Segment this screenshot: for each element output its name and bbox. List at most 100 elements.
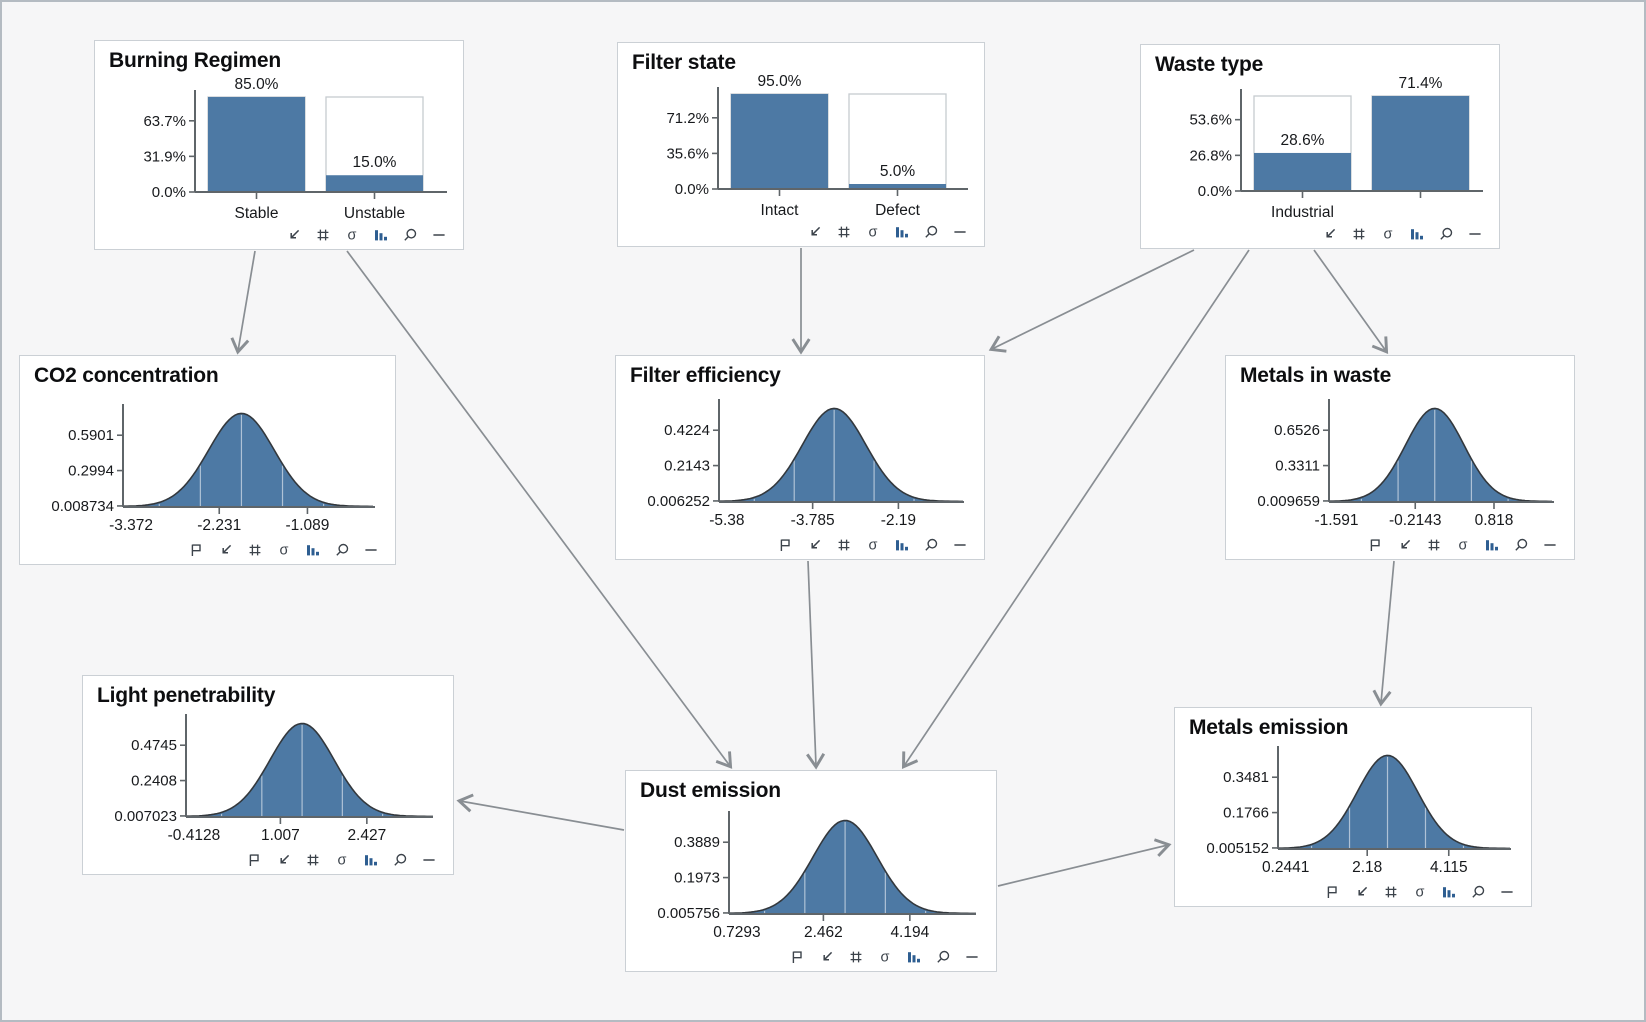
node-metals-in-waste[interactable]: Metals in waste 0.009659 0.3311 0.6526 -1.59… <box>1225 355 1575 560</box>
node-title: Light penetrability <box>97 684 276 707</box>
node-title: Filter state <box>632 51 736 74</box>
collapse-icon[interactable] <box>1397 537 1413 553</box>
flag-icon[interactable] <box>778 537 794 553</box>
barchart-icon[interactable] <box>1409 226 1425 242</box>
svg-text:0.0%: 0.0% <box>1198 183 1232 200</box>
svg-text:0.006252: 0.006252 <box>647 493 710 510</box>
barchart-icon[interactable] <box>373 227 389 243</box>
grid-icon[interactable] <box>305 852 321 868</box>
collapse-icon[interactable] <box>1322 226 1338 242</box>
svg-text:0.6526: 0.6526 <box>1274 422 1320 439</box>
grid-icon[interactable] <box>1426 537 1442 553</box>
zoom-icon[interactable] <box>334 542 350 558</box>
sigma-icon[interactable]: σ <box>865 537 881 553</box>
svg-text:0.818: 0.818 <box>1475 512 1514 529</box>
svg-text:95.0%: 95.0% <box>758 73 802 90</box>
barchart-icon[interactable] <box>894 537 910 553</box>
minus-icon[interactable] <box>431 227 447 243</box>
svg-text:-0.2143: -0.2143 <box>1389 512 1442 529</box>
grid-icon[interactable] <box>247 542 263 558</box>
collapse-icon[interactable] <box>819 949 835 965</box>
svg-text:0.0%: 0.0% <box>152 184 186 201</box>
barchart-icon[interactable] <box>1484 537 1500 553</box>
grid-icon[interactable] <box>848 949 864 965</box>
zoom-icon[interactable] <box>1513 537 1529 553</box>
svg-text:0.0%: 0.0% <box>675 181 709 198</box>
svg-text:15.0%: 15.0% <box>353 154 397 171</box>
flag-icon[interactable] <box>189 542 205 558</box>
zoom-icon[interactable] <box>935 949 951 965</box>
node-title: Waste type <box>1155 53 1264 76</box>
node-filter-state[interactable]: Filter state 0.0% 35.6% 71.2% 95.0% Intact 5.0… <box>617 42 985 247</box>
barchart-icon[interactable] <box>906 949 922 965</box>
collapse-icon[interactable] <box>807 537 823 553</box>
svg-text:σ: σ <box>280 543 289 558</box>
node-chart: 0.005152 0.1766 0.3481 0.2441 2.18 4.115 <box>1206 746 1511 876</box>
minus-icon[interactable] <box>952 537 968 553</box>
svg-text:0.2408: 0.2408 <box>131 773 177 790</box>
node-chart: 0.008734 0.2994 0.5901 -3.372 -2.231 -1.089 <box>51 404 375 534</box>
svg-text:0.2441: 0.2441 <box>1262 859 1309 876</box>
svg-text:σ: σ <box>338 853 347 868</box>
grid-icon[interactable] <box>1383 884 1399 900</box>
svg-text:71.4%: 71.4% <box>1399 75 1443 92</box>
collapse-icon[interactable] <box>807 224 823 240</box>
flag-icon[interactable] <box>1368 537 1384 553</box>
barchart-icon[interactable] <box>363 852 379 868</box>
barchart-icon[interactable] <box>1441 884 1457 900</box>
svg-text:-2.19: -2.19 <box>881 512 916 529</box>
sigma-icon[interactable]: σ <box>344 227 360 243</box>
flag-icon[interactable] <box>790 949 806 965</box>
zoom-icon[interactable] <box>402 227 418 243</box>
svg-text:0.1766: 0.1766 <box>1223 805 1269 822</box>
zoom-icon[interactable] <box>923 537 939 553</box>
node-co2-concentration[interactable]: CO2 concentration 0.008734 0.2994 0.5901 -3.… <box>19 355 396 565</box>
node-title: Filter efficiency <box>630 364 781 387</box>
collapse-icon[interactable] <box>276 852 292 868</box>
flag-icon[interactable] <box>247 852 263 868</box>
sigma-icon[interactable]: σ <box>276 542 292 558</box>
edge-burning-regimen-to-co2-concentration <box>230 250 256 355</box>
sigma-icon[interactable]: σ <box>1455 537 1471 553</box>
svg-text:26.8%: 26.8% <box>1189 147 1232 164</box>
zoom-icon[interactable] <box>1470 884 1486 900</box>
barchart-icon[interactable] <box>305 542 321 558</box>
minus-icon[interactable] <box>1499 884 1515 900</box>
node-toolbar: σ <box>790 949 980 965</box>
minus-icon[interactable] <box>363 542 379 558</box>
svg-text:Unstable: Unstable <box>344 205 405 222</box>
node-light-penetrability[interactable]: Light penetrability 0.007023 0.2408 0.4745 -… <box>82 675 454 875</box>
barchart-icon[interactable] <box>894 224 910 240</box>
sigma-icon[interactable]: σ <box>877 949 893 965</box>
sigma-icon[interactable]: σ <box>334 852 350 868</box>
minus-icon[interactable] <box>964 949 980 965</box>
node-filter-efficiency[interactable]: Filter efficiency 0.006252 0.2143 0.4224 -5.… <box>615 355 985 560</box>
edge-waste-type-to-filter-efficiency <box>988 249 1195 353</box>
zoom-icon[interactable] <box>923 224 939 240</box>
node-burning-regimen[interactable]: Burning Regimen 0.0% 31.9% 63.7% 85.0% Stable… <box>94 40 464 250</box>
zoom-icon[interactable] <box>1438 226 1454 242</box>
grid-icon[interactable] <box>1351 226 1367 242</box>
grid-icon[interactable] <box>836 537 852 553</box>
node-metals-emission[interactable]: Metals emission 0.005152 0.1766 0.3481 0.244… <box>1174 707 1532 907</box>
flag-icon[interactable] <box>1325 884 1341 900</box>
collapse-icon[interactable] <box>1354 884 1370 900</box>
collapse-icon[interactable] <box>286 227 302 243</box>
minus-icon[interactable] <box>421 852 437 868</box>
collapse-icon[interactable] <box>218 542 234 558</box>
minus-icon[interactable] <box>1542 537 1558 553</box>
grid-icon[interactable] <box>836 224 852 240</box>
grid-icon[interactable] <box>315 227 331 243</box>
sigma-icon[interactable]: σ <box>1412 884 1428 900</box>
node-dust-emission[interactable]: Dust emission 0.005756 0.1973 0.3889 0.7293 2… <box>625 770 997 972</box>
minus-icon[interactable] <box>952 224 968 240</box>
node-toolbar: σ <box>1322 226 1483 242</box>
sigma-icon[interactable]: σ <box>1380 226 1396 242</box>
node-waste-type[interactable]: Waste type 0.0% 26.8% 53.6% 28.6% Industrial 7… <box>1140 44 1500 249</box>
minus-icon[interactable] <box>1467 226 1483 242</box>
svg-text:0.3481: 0.3481 <box>1223 769 1269 786</box>
sigma-icon[interactable]: σ <box>865 224 881 240</box>
node-toolbar: σ <box>247 852 437 868</box>
zoom-icon[interactable] <box>392 852 408 868</box>
